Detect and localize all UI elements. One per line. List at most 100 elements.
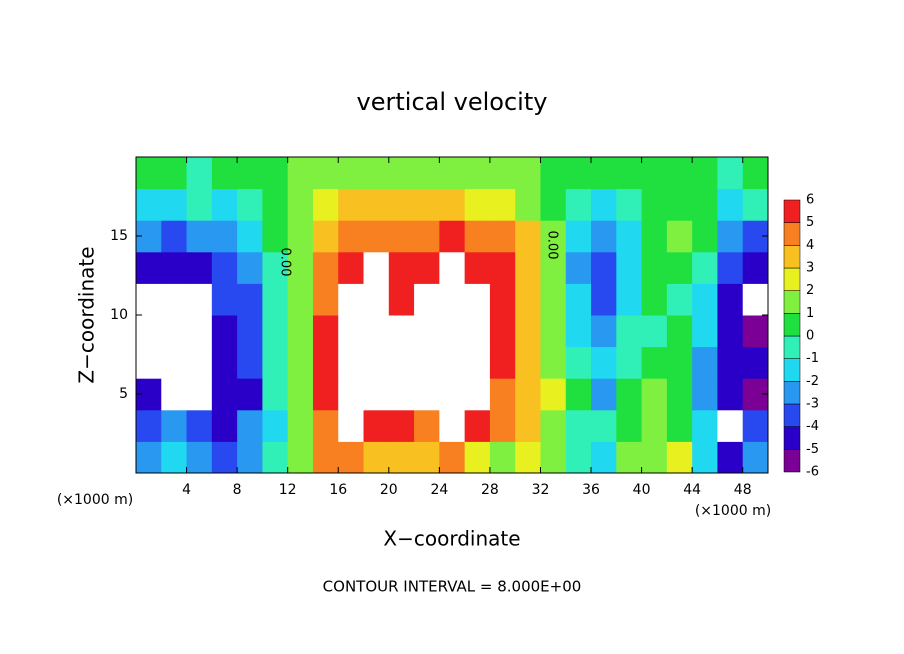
- colorbar-swatch: [783, 358, 801, 382]
- cell: [540, 157, 567, 190]
- cell: [591, 220, 617, 253]
- cell: [312, 220, 339, 253]
- cell: [338, 441, 365, 474]
- cell: [414, 251, 440, 284]
- cell: [692, 315, 718, 348]
- x-tick-label: 44: [683, 482, 701, 498]
- cell: [742, 409, 769, 442]
- cell: [211, 346, 238, 379]
- cell: [515, 251, 541, 284]
- colorbar-swatch: [783, 290, 801, 314]
- cell: [515, 315, 541, 348]
- cell: [717, 441, 744, 474]
- cell: [312, 188, 339, 221]
- cell: [515, 220, 541, 253]
- cell: [641, 157, 668, 190]
- cell: [338, 157, 365, 190]
- cell: [464, 315, 491, 348]
- cell: [666, 157, 693, 190]
- colorbar-label: 6: [806, 193, 814, 208]
- cell: [161, 283, 188, 316]
- cell: [464, 251, 491, 284]
- colorbar-label: 3: [806, 261, 814, 276]
- cell: [666, 251, 693, 284]
- x-unit: (×1000 m): [57, 492, 133, 508]
- cell: [666, 220, 693, 253]
- cell: [591, 409, 617, 442]
- cell: [338, 409, 365, 442]
- cell: [237, 188, 263, 221]
- cell: [287, 346, 314, 379]
- cell: [666, 441, 693, 474]
- cell: [388, 220, 415, 253]
- cell: [641, 220, 668, 253]
- cell: [591, 251, 617, 284]
- colorbar-swatch: [783, 335, 801, 359]
- cell: [565, 315, 592, 348]
- colorbar-label: -2: [806, 374, 819, 389]
- cell: [338, 188, 365, 221]
- y-tick-label: 5: [119, 386, 128, 402]
- cell: [287, 157, 314, 190]
- cell: [717, 315, 744, 348]
- cell: [616, 188, 643, 221]
- colorbar-label: 1: [806, 306, 814, 321]
- cell: [540, 346, 567, 379]
- colorbar-label: -4: [806, 419, 819, 434]
- cell: [388, 283, 415, 316]
- cell: [363, 157, 390, 190]
- contour-label: 0.00: [545, 231, 560, 260]
- cell: [363, 441, 390, 474]
- cell: [641, 251, 668, 284]
- cell: [237, 378, 263, 411]
- cell: [211, 188, 238, 221]
- cell: [464, 188, 491, 221]
- x-tick-label: 32: [532, 482, 550, 498]
- cell: [211, 409, 238, 442]
- cell: [489, 220, 516, 253]
- cell: [262, 251, 289, 284]
- cell: [439, 441, 466, 474]
- cell: [186, 188, 213, 221]
- cell: [515, 441, 541, 474]
- cell: [363, 220, 390, 253]
- cell: [414, 188, 440, 221]
- cell: [186, 315, 213, 348]
- cell: [540, 283, 567, 316]
- colorbar-label: -5: [806, 442, 819, 457]
- cell: [136, 409, 162, 442]
- cell: [312, 251, 339, 284]
- cell: [363, 251, 390, 284]
- cell: [515, 157, 541, 190]
- cell: [641, 378, 668, 411]
- cell: [414, 441, 440, 474]
- cell: [414, 346, 440, 379]
- cell: [591, 157, 617, 190]
- cell: [363, 409, 390, 442]
- cell: [161, 220, 188, 253]
- cell: [692, 441, 718, 474]
- cell: [287, 188, 314, 221]
- cell: [237, 157, 263, 190]
- cell: [186, 441, 213, 474]
- cell: [717, 188, 744, 221]
- cell: [161, 441, 188, 474]
- cell: [262, 283, 289, 316]
- colorbar-label: 2: [806, 283, 814, 298]
- cell: [641, 188, 668, 221]
- cell: [237, 409, 263, 442]
- cell: [211, 315, 238, 348]
- colorbar-swatch: [783, 426, 801, 450]
- cell: [287, 220, 314, 253]
- cell: [515, 188, 541, 221]
- colorbar-label: -6: [806, 465, 819, 480]
- cell: [186, 346, 213, 379]
- cell: [742, 251, 769, 284]
- cell: [666, 315, 693, 348]
- cell: [540, 409, 567, 442]
- cell: [742, 283, 769, 316]
- cell: [312, 315, 339, 348]
- contour-label: 0.00: [278, 248, 293, 277]
- cell: [262, 188, 289, 221]
- colorbar-label: 0: [806, 329, 814, 344]
